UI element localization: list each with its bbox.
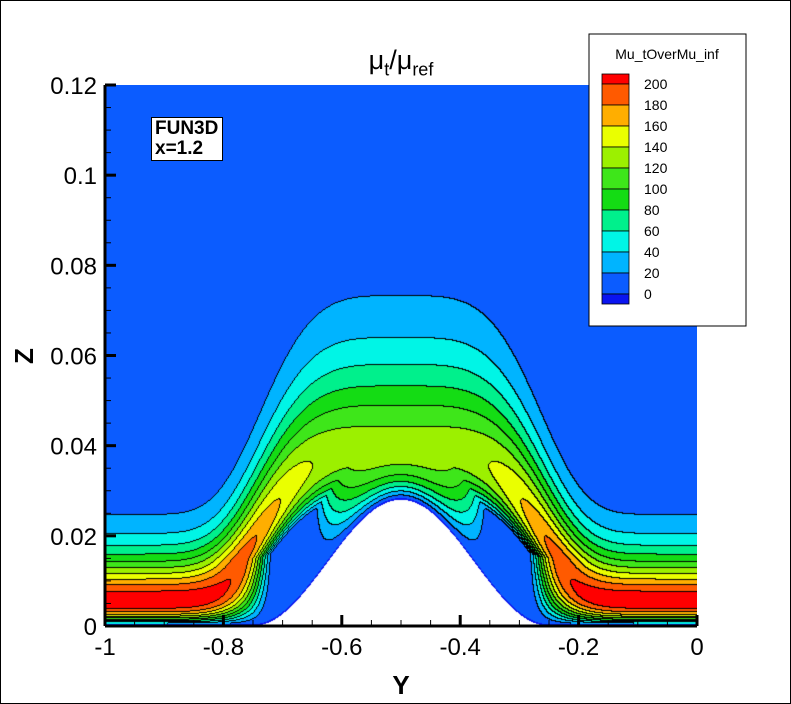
x-tick-label: -0.8 <box>203 634 244 661</box>
legend-swatch <box>601 293 630 305</box>
legend-swatch <box>601 104 630 127</box>
y-tick-label: 0.06 <box>50 344 97 371</box>
annotation-line-2: x=1.2 <box>155 138 204 159</box>
legend-level-label: 200 <box>644 76 668 92</box>
chart-title: μt/μref <box>368 45 434 80</box>
legend-swatch <box>601 167 630 190</box>
legend-swatch <box>601 188 630 211</box>
legend-swatch <box>601 83 630 106</box>
y-axis-title: Z <box>9 348 39 364</box>
annotation-line-1: FUN3D <box>155 118 219 139</box>
legend-level-label: 0 <box>644 286 652 302</box>
y-tick-label: 0.1 <box>64 163 97 190</box>
x-tick-label: 0 <box>690 634 703 661</box>
y-tick-label: 0 <box>84 614 97 641</box>
legend-swatch <box>601 230 630 253</box>
legend-level-label: 180 <box>644 97 668 113</box>
legend-level-label: 100 <box>644 181 668 197</box>
legend-swatch <box>601 125 630 148</box>
annotation-box: FUN3D x=1.2 <box>151 117 224 161</box>
legend-swatch <box>601 209 630 232</box>
y-tick-label: 0.04 <box>50 434 97 461</box>
y-tick-label: 0.08 <box>50 253 97 280</box>
legend-level-label: 80 <box>644 202 660 218</box>
legend-swatch <box>601 272 630 295</box>
x-tick-label: -0.6 <box>321 634 362 661</box>
legend-swatch <box>601 146 630 169</box>
legend-level-label: 40 <box>644 244 660 260</box>
legend-level-label: 120 <box>644 160 668 176</box>
legend-level-label: 140 <box>644 139 668 155</box>
legend-swatch <box>601 73 630 85</box>
legend-title: Mu_tOverMu_inf <box>615 46 719 62</box>
x-tick-label: -1 <box>94 634 115 661</box>
legend-swatch <box>601 251 630 274</box>
y-tick-label: 0.02 <box>50 524 97 551</box>
x-axis-title: Y <box>392 670 409 700</box>
legend-level-label: 20 <box>644 265 660 281</box>
x-tick-label: -0.4 <box>440 634 481 661</box>
x-tick-label: -0.2 <box>558 634 599 661</box>
legend-level-label: 60 <box>644 223 660 239</box>
legend-level-label: 160 <box>644 118 668 134</box>
y-tick-label: 0.12 <box>50 73 97 100</box>
